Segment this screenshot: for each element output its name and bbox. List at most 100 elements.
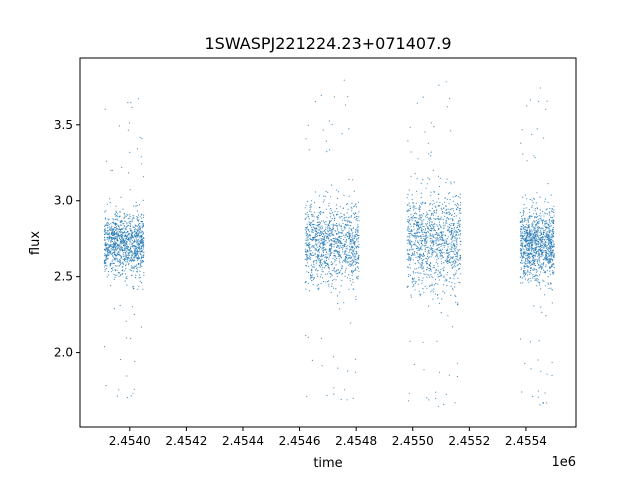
data-point: [137, 236, 139, 238]
data-point: [523, 266, 525, 268]
data-point: [121, 239, 123, 242]
data-point: [352, 246, 354, 248]
data-point: [527, 217, 529, 219]
data-point: [314, 201, 316, 204]
data-point: [534, 246, 536, 248]
data-point: [456, 259, 458, 261]
data-point: [542, 240, 544, 242]
data-point: [420, 217, 422, 219]
data-point: [108, 237, 110, 239]
data-point: [537, 396, 539, 398]
data-point: [539, 281, 541, 284]
data-point: [122, 208, 124, 210]
data-point: [356, 266, 358, 268]
x-tick-label: 2.4554: [505, 434, 547, 448]
data-point: [119, 220, 121, 222]
data-point: [456, 203, 459, 205]
data-point: [316, 225, 318, 227]
data-point: [433, 265, 435, 267]
data-point: [119, 250, 121, 252]
data-point: [351, 272, 353, 274]
data-point: [423, 291, 425, 293]
data-point: [354, 205, 356, 207]
data-point: [123, 222, 125, 225]
data-point: [348, 257, 350, 259]
data-point: [536, 216, 539, 218]
data-point: [451, 281, 453, 284]
data-point: [117, 261, 119, 263]
data-point: [445, 209, 447, 211]
data-point: [418, 255, 420, 257]
data-point: [530, 241, 532, 243]
data-point: [325, 208, 328, 210]
data-point: [308, 246, 310, 248]
data-point: [346, 219, 348, 221]
data-point: [551, 242, 553, 244]
data-point: [119, 259, 121, 261]
data-point: [418, 276, 420, 278]
data-point: [327, 236, 329, 238]
data-point: [444, 201, 446, 203]
data-point: [425, 233, 427, 235]
data-point: [434, 278, 436, 281]
data-point: [430, 221, 432, 223]
data-point: [125, 247, 127, 249]
data-point: [537, 260, 539, 262]
data-point: [135, 231, 138, 233]
data-point: [324, 256, 326, 259]
data-point: [129, 220, 131, 222]
data-point: [529, 238, 531, 240]
data-point: [330, 229, 332, 231]
data-point: [131, 243, 133, 245]
data-point: [304, 207, 306, 209]
data-point: [550, 256, 552, 258]
data-point: [447, 262, 449, 265]
data-point: [136, 216, 138, 218]
data-point: [132, 392, 134, 394]
data-point: [355, 261, 357, 263]
data-point: [453, 243, 455, 245]
data-point: [346, 248, 348, 250]
data-point: [409, 205, 411, 207]
data-point: [416, 271, 418, 273]
data-point: [547, 261, 549, 263]
data-point: [443, 212, 445, 214]
data-point: [353, 190, 355, 192]
data-point: [351, 271, 353, 273]
data-point: [443, 222, 445, 224]
data-point: [419, 248, 422, 250]
data-point: [546, 270, 548, 272]
data-point: [459, 208, 461, 210]
data-point: [417, 158, 419, 160]
data-point: [441, 210, 444, 213]
data-point: [328, 231, 330, 233]
data-point: [549, 270, 551, 272]
data-point: [318, 224, 320, 226]
data-point: [420, 265, 422, 267]
data-point: [534, 241, 537, 243]
data-point: [347, 208, 349, 210]
data-point: [107, 251, 109, 254]
data-point: [436, 209, 438, 211]
data-point: [120, 275, 122, 277]
data-point: [331, 224, 333, 226]
data-point: [339, 260, 341, 262]
data-point: [427, 221, 429, 223]
data-point: [314, 224, 316, 226]
data-point: [350, 256, 352, 258]
data-point: [409, 218, 411, 220]
data-point: [329, 244, 331, 246]
data-point: [126, 255, 128, 257]
data-point: [533, 250, 535, 252]
data-point: [309, 278, 311, 280]
data-point: [529, 341, 532, 343]
data-point: [353, 270, 355, 272]
data-point: [539, 235, 541, 237]
data-point: [134, 229, 136, 231]
data-point: [306, 255, 308, 258]
data-point: [328, 241, 330, 243]
data-point: [329, 221, 331, 223]
data-point: [449, 259, 451, 261]
data-point: [455, 250, 457, 252]
data-point: [113, 273, 115, 275]
